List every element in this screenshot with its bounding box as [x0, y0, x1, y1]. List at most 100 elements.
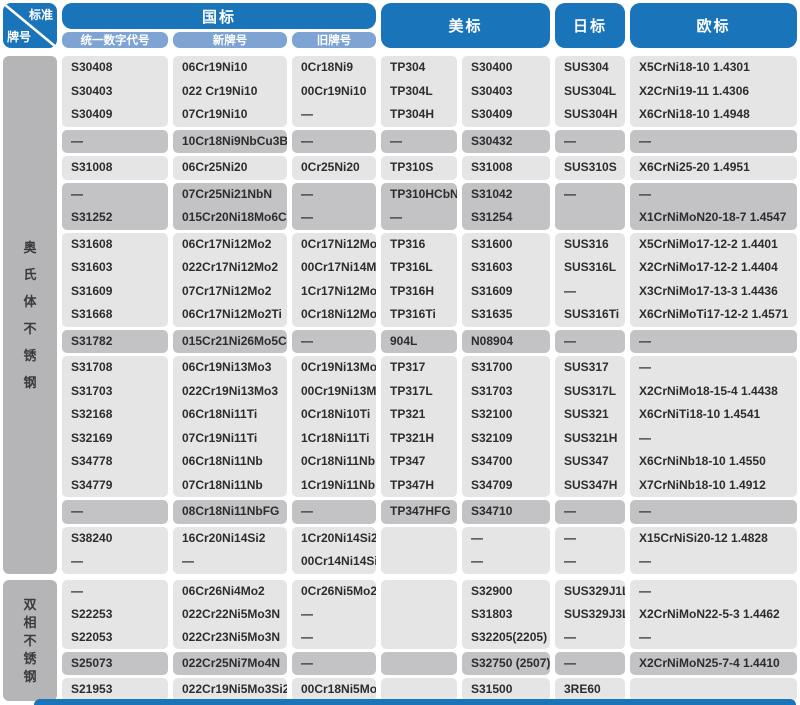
band-col6: — — [555, 182, 625, 230]
grade-cell: 07Cr19Ni10 — [182, 107, 248, 121]
grade-cell: S32169 — [71, 430, 113, 445]
grade-cell: X6CrNi25-20 1.4951 — [639, 160, 750, 174]
grade-cell: S31609 — [471, 283, 513, 298]
grade-cell: X6CrNi18-10 1.4948 — [639, 107, 750, 121]
grade-cell: SUS347H — [564, 477, 618, 492]
band-col6: — — [555, 129, 625, 153]
grade-cell: TP316H — [390, 283, 435, 298]
table-body: 奥氏体不锈钢 S30408 S30403 S30409 06Cr19Ni10 022 Cr… — [3, 56, 797, 701]
grade-cell: S30408 — [71, 60, 113, 74]
band-col5: S32750 (2507) — [462, 651, 550, 675]
band-col7: X6CrNi25-20 1.4951 — [630, 156, 797, 180]
grade-cell: X7CrNiNb18-10 1.4912 — [639, 477, 766, 492]
grade-cell: 0Cr18Ni12Mo3Ti — [301, 307, 376, 321]
grade-cell: X2CrNiMoN25-7-4 1.4410 — [639, 655, 780, 670]
grade-cell: X2CrNi19-11 1.4306 — [639, 83, 750, 98]
grade-cell: 0Cr17Ni12Mo2 — [301, 236, 376, 251]
grade-cell: 022Cr17Ni12Mo2 — [182, 260, 279, 274]
corner-label-grade: 牌号 — [7, 30, 32, 44]
band-col2: 06Cr19Ni13Mo3 022Cr19Ni13Mo3 06Cr18Ni11Ti 0… — [173, 356, 287, 497]
grade-cell: S30409 — [71, 107, 113, 121]
grade-cell: — — [564, 133, 576, 148]
band-col5: N08904 — [462, 329, 550, 353]
band-col4 — [381, 651, 457, 675]
grade-cell: 0Cr18Ni10Ti — [301, 407, 371, 421]
grade-cell: SUS317 — [564, 360, 609, 374]
band-col4: 904L — [381, 329, 457, 353]
band-col6: SUS316 SUS316L — SUS316Ti — [555, 232, 625, 327]
grade-cell: 022Cr22Ni5Mo3N — [182, 606, 281, 621]
grade-cell: 00Cr17Ni14Mo2 — [301, 260, 376, 274]
band-col1: S31782 — [62, 329, 168, 353]
grade-cell: SUS317L — [564, 383, 617, 398]
grade-cell: S34778 — [71, 454, 113, 468]
grade-cell: S31603 — [471, 260, 513, 274]
section-label-char: 钢 — [23, 374, 37, 390]
grade-cell: SUS321H — [564, 430, 618, 445]
band-col2: 022Cr25Ni7Mo4N — [173, 651, 287, 675]
grade-cell: X2CrNiMoN22-5-3 1.4462 — [639, 606, 780, 621]
grade-cell: SUS316Ti — [564, 307, 620, 321]
grade-cell: 06Cr18Ni11Ti — [182, 407, 258, 421]
grade-cell: — — [639, 504, 651, 518]
band-col6: — — [555, 651, 625, 675]
grade-cell: — — [639, 186, 651, 201]
grade-cell: S22253 — [71, 606, 113, 621]
band-col5: S31700 S31703 S32100 S32109 S34700 S34709 — [462, 356, 550, 497]
corner-label-standard: 标准 — [28, 8, 53, 22]
grade-cell — [381, 527, 457, 551]
band-col7: X15CrNiSi20-12 1.4828 — — [630, 526, 797, 574]
band-col3: 0Cr26Ni5Mo2 — — — [292, 579, 376, 649]
grade-cell: 00Cr18Ni5Mo3Si2 — [301, 681, 376, 696]
grade-cell: S32109 — [471, 430, 513, 445]
grade-cell: — — [301, 655, 313, 670]
grade-cell: S31008 — [471, 160, 513, 174]
band-col7: — X2CrNiMo18-15-4 1.4438 X6CrNiTi18-10 1.4… — [630, 356, 797, 497]
grade-cell: — — [301, 107, 313, 121]
grade-cell: X6CrNiMoTi17-12-2 1.4571 — [639, 307, 789, 321]
grade-cell: 10Cr18Ni9NbCu3BN — [182, 133, 287, 148]
grade-cell: — — [564, 504, 576, 518]
band-col7: X5CrNiMo17-12-2 1.4401 X2CrNiMo17-12-2 1.… — [630, 232, 797, 327]
section-label-char: 奥 — [23, 239, 37, 255]
grade-cell: SUS329J1L — [564, 583, 625, 598]
section-label-char: 锈 — [23, 650, 37, 666]
band-col4: TP310HCbN — — [381, 182, 457, 230]
grade-cell: S25073 — [71, 655, 113, 670]
subheader-old-grade: 旧牌号 — [292, 32, 376, 48]
band-col1: S31008 — [62, 156, 168, 180]
band-col2: 022Cr19Ni5Mo3Si2N — [173, 677, 287, 701]
grade-cell: 1Cr17Ni12Mo2 — [301, 283, 376, 298]
grade-cell: TP310HCbN — [390, 186, 457, 201]
grade-cell: TP316L — [390, 260, 433, 274]
band-col4 — [381, 526, 457, 574]
grade-cell: 16Cr20Ni14Si2 — [182, 530, 266, 545]
header-jp-standard: 日标 — [555, 3, 625, 48]
grade-cell: — — [390, 133, 402, 148]
subheader-unified-code: 统一数字代号 — [62, 32, 168, 48]
band-col5: S31042 S31254 — [462, 182, 550, 230]
grade-cell — [381, 550, 457, 574]
grade-cell: S31603 — [71, 260, 113, 274]
band-col5: S31600 S31603 S31609 S31635 — [462, 232, 550, 327]
band-col5: S30432 — [462, 129, 550, 153]
grade-cell: — — [639, 583, 651, 598]
band-col2: 06Cr25Ni20 — [173, 156, 287, 180]
grade-cell: — — [564, 283, 576, 298]
section-duplex: 双相不锈钢 — S22253 S22053 06Cr26Ni4Mo2 022Cr22Ni5… — [3, 579, 797, 701]
grade-cell: S34779 — [71, 477, 113, 492]
grade-cell: X1CrNiMoN20-18-7 1.4547 — [639, 210, 787, 224]
grade-cell: TP310S — [390, 160, 434, 174]
section-label-char: 锈 — [23, 347, 37, 363]
grade-cell: — — [301, 629, 313, 644]
section-label-char: 钢 — [23, 668, 37, 684]
band-col6: — — [555, 329, 625, 353]
band-col2: 06Cr19Ni10 022 Cr19Ni10 07Cr19Ni10 — [173, 56, 287, 127]
band-col3: — — [292, 651, 376, 675]
section-label-char: 不 — [23, 632, 37, 648]
band-col1: — S22253 S22053 — [62, 579, 168, 649]
grade-cell: — — [639, 430, 651, 445]
section-label-char: 不 — [23, 320, 37, 336]
band-col1: — S31252 — [62, 182, 168, 230]
band-col5: S31500 — [462, 677, 550, 701]
